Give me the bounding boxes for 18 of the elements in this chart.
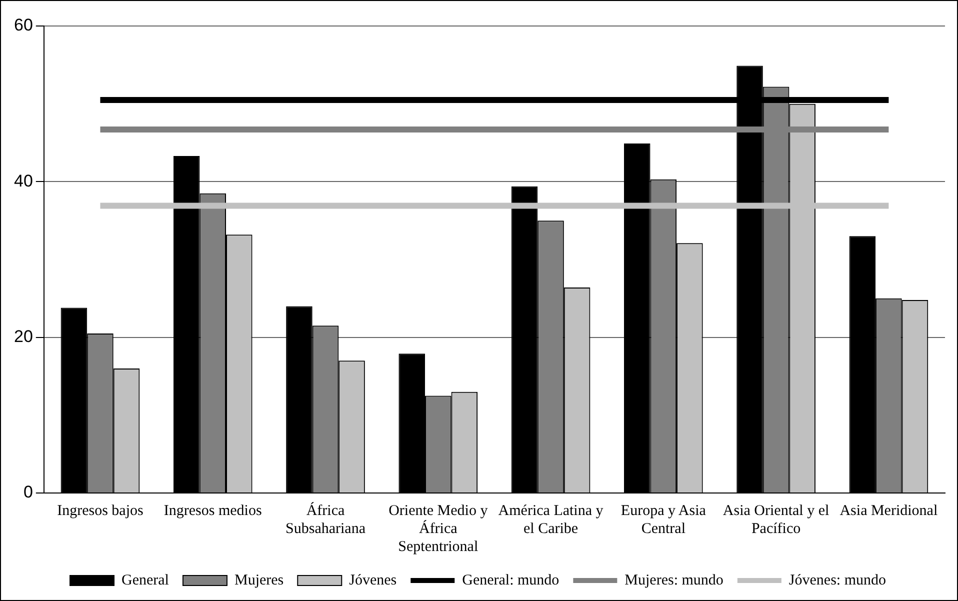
x-tick-label: Oriente Medio y África Septentrional xyxy=(388,502,488,555)
legend-label: Mujeres xyxy=(234,572,284,588)
legend-label: Jóvenes: mundo xyxy=(788,572,886,588)
legend-label: Mujeres: mundo xyxy=(624,572,724,588)
legend-label: Jóvenes xyxy=(349,572,397,588)
legend-label: General: mundo xyxy=(462,572,560,588)
y-tick-label: 0 xyxy=(23,482,33,502)
x-tick-label: Ingresos medios xyxy=(164,502,262,519)
x-tick-label: Asia Oriental y el Pacífico xyxy=(722,502,830,537)
x-tick-label: Europa y Asia Central xyxy=(620,502,706,537)
x-tick-label: Asia Meridional xyxy=(840,502,938,519)
x-tick-label: Ingresos bajos xyxy=(57,502,144,519)
y-tick-label: 20 xyxy=(14,327,33,346)
x-tick-label: África Subsahariana xyxy=(286,502,366,537)
x-tick-label: América Latina y el Caribe xyxy=(498,502,604,537)
y-tick-label: 40 xyxy=(14,171,33,190)
y-tick-label: 60 xyxy=(14,16,33,35)
legend-label: General xyxy=(122,572,169,588)
